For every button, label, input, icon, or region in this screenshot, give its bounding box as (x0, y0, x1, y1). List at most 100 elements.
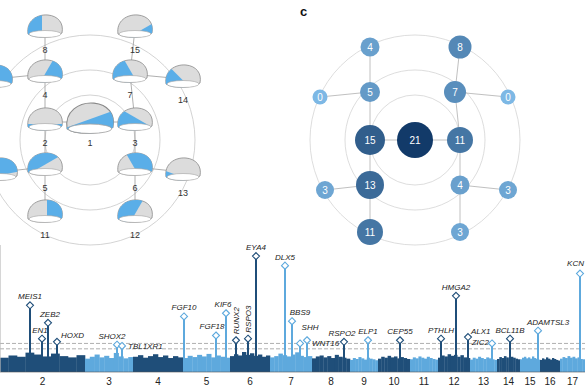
background-signal (153, 354, 158, 372)
background-signal (448, 354, 452, 372)
background-signal (504, 356, 507, 372)
node-circle (361, 38, 380, 57)
background-signal (554, 359, 556, 372)
background-signal (197, 355, 202, 372)
node-circle (451, 176, 470, 195)
hit-spike (299, 343, 301, 372)
hit-spike (235, 340, 237, 372)
node-value: 8 (457, 42, 463, 53)
background-signal (381, 357, 385, 372)
background-signal (568, 356, 571, 372)
background (0, 0, 585, 390)
shape-opening (167, 174, 199, 181)
hit-marker (341, 338, 348, 345)
background-signal (375, 360, 378, 372)
hit-spike (284, 266, 286, 372)
background-signal (358, 357, 361, 372)
hit-spike (291, 321, 293, 372)
hit-spike (225, 313, 227, 372)
background-signal (308, 356, 313, 372)
hit-spike (537, 331, 539, 372)
chromosome-label: 9 (361, 376, 367, 387)
background-signal (316, 356, 320, 372)
background-signal (384, 358, 388, 372)
background-signal (511, 357, 514, 372)
node-circle (449, 36, 472, 59)
background-signal (532, 356, 534, 372)
background-signal (51, 354, 60, 372)
gene-label: RSPO2 (328, 329, 356, 338)
background-signal (520, 359, 522, 372)
chromosome-label: 14 (503, 376, 515, 387)
background-signal (473, 358, 476, 372)
node-value: 0 (317, 92, 323, 103)
background-signal (502, 358, 505, 372)
node-label: 13 (178, 188, 188, 198)
node-circle (451, 223, 469, 241)
background-signal (109, 358, 114, 372)
background-signal (484, 359, 487, 372)
panel-letter: c (300, 4, 307, 19)
background-signal (143, 358, 148, 372)
gene-label: BCL11B (495, 326, 525, 335)
background-signal (544, 359, 546, 372)
hit-spike (455, 296, 457, 372)
background-signal (133, 357, 138, 372)
background-signal (356, 359, 359, 372)
background-signal (530, 359, 532, 372)
hit-marker (253, 253, 260, 260)
background-signal (550, 360, 552, 372)
node-value: 3 (457, 227, 463, 238)
background-signal (287, 356, 292, 372)
gene-label: TBL1XR1 (128, 342, 163, 351)
shape-body (28, 108, 63, 130)
hit-spike (491, 343, 493, 372)
hit-marker (289, 318, 296, 325)
background-signal (513, 358, 516, 372)
background-signal (558, 361, 560, 372)
gene-label: SHH (302, 323, 319, 332)
hit-marker (507, 335, 514, 342)
background-signal (470, 360, 473, 372)
gene-label: FGF18 (200, 322, 225, 331)
shape-opening (29, 31, 61, 38)
background-signal (123, 358, 128, 372)
background-signal (570, 358, 573, 372)
shape (0, 28, 46, 93)
chromosome-label: 5 (204, 376, 210, 387)
hit-spike (255, 256, 257, 372)
hit-marker (181, 313, 188, 320)
x-axis-line (0, 372, 585, 373)
background-signal (460, 355, 464, 372)
background-signal (230, 356, 234, 372)
background-signal (404, 358, 408, 372)
background-signal (388, 356, 392, 372)
background-signal (327, 356, 331, 372)
hit-spike (215, 335, 217, 372)
y-axis-line (0, 245, 1, 372)
background-signal (497, 359, 500, 372)
background-signal (424, 359, 427, 372)
shape-opening (167, 81, 199, 88)
node-circle (397, 122, 433, 158)
node-value: 5 (367, 87, 373, 98)
hit-marker (223, 310, 230, 317)
background-signal (451, 356, 455, 372)
chromosome-label: 6 (247, 376, 253, 387)
background-signal (266, 355, 270, 372)
hit-spike (41, 339, 43, 372)
shape (80, 159, 155, 248)
node-label: 11 (40, 230, 49, 240)
node-label: 8 (42, 45, 47, 55)
hit-spike (343, 342, 345, 372)
gene-label: ELP1 (358, 327, 378, 336)
shape-patch (130, 163, 219, 228)
background-signal (542, 358, 544, 372)
background-signal (95, 355, 100, 372)
hit-spike (440, 339, 442, 372)
chromosome-label: 16 (544, 376, 556, 387)
background-signal (546, 357, 548, 372)
background-signal (432, 359, 435, 372)
background-signal (99, 357, 104, 372)
shape-patch (0, 28, 46, 93)
